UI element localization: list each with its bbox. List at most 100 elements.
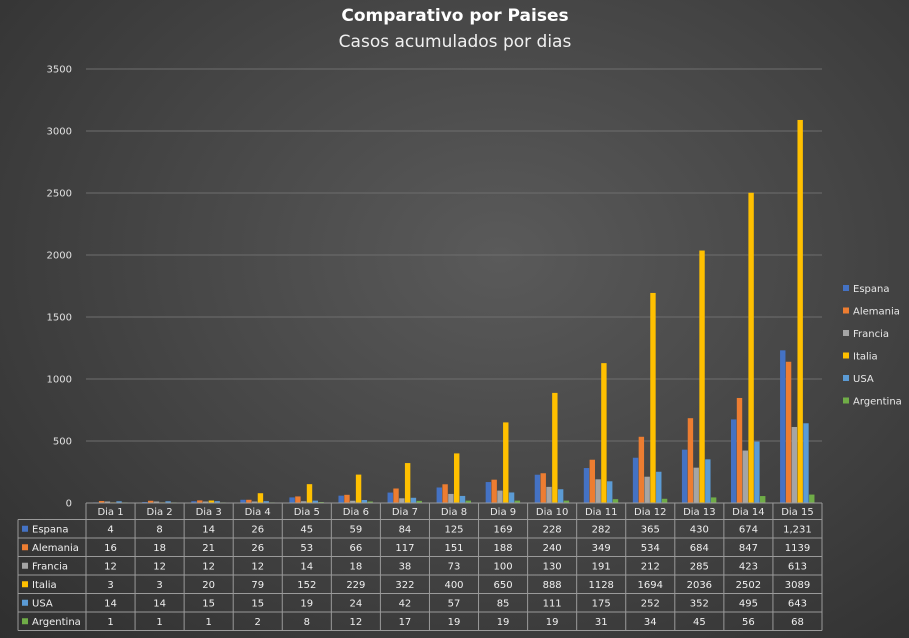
bar bbox=[731, 419, 737, 503]
table-cell: 125 bbox=[444, 524, 463, 535]
bar bbox=[563, 500, 570, 503]
table-cell: 12 bbox=[349, 617, 362, 628]
bar bbox=[612, 499, 619, 503]
table-cell: 847 bbox=[739, 543, 758, 554]
category-label: Dia 3 bbox=[196, 507, 222, 518]
table-cell: 68 bbox=[791, 617, 804, 628]
table-row-label: Argentina bbox=[32, 617, 81, 628]
bar bbox=[387, 492, 393, 503]
bar bbox=[632, 457, 639, 503]
y-tick-label: 3500 bbox=[47, 65, 72, 76]
table-cell: 430 bbox=[690, 524, 709, 535]
table-cell: 613 bbox=[788, 561, 807, 572]
table-cell: 2036 bbox=[687, 580, 712, 591]
bar bbox=[289, 497, 295, 503]
table-series-key bbox=[22, 581, 28, 588]
bar bbox=[503, 422, 509, 503]
bar bbox=[595, 479, 601, 503]
table-row-label: Espana bbox=[32, 524, 68, 535]
bar bbox=[780, 350, 786, 503]
bar bbox=[295, 496, 301, 503]
table-cell: 26 bbox=[251, 524, 264, 535]
bars bbox=[93, 119, 815, 504]
bar bbox=[251, 501, 258, 503]
table-cell: 79 bbox=[251, 580, 264, 591]
bar bbox=[104, 501, 111, 503]
table-cell: 19 bbox=[546, 617, 559, 628]
table-cell: 1694 bbox=[638, 580, 663, 591]
table-cell: 14 bbox=[300, 561, 313, 572]
bar bbox=[797, 119, 803, 504]
table-cell: 18 bbox=[349, 561, 362, 572]
table-cell: 15 bbox=[202, 598, 215, 609]
bar bbox=[214, 501, 220, 503]
table-cell: 8 bbox=[156, 524, 162, 535]
table-cell: 18 bbox=[153, 543, 166, 554]
gridlines bbox=[86, 68, 822, 442]
legend-entry: Argentina bbox=[853, 397, 902, 408]
bar bbox=[661, 498, 668, 503]
table-row-label: Francia bbox=[32, 561, 68, 572]
bar bbox=[459, 495, 466, 503]
legend-entry: USA bbox=[853, 374, 874, 385]
bar bbox=[240, 499, 246, 503]
table-cell: 73 bbox=[448, 561, 461, 572]
table-row-label: USA bbox=[32, 598, 53, 609]
table-cell: 3 bbox=[156, 580, 162, 591]
table-cell: 42 bbox=[399, 598, 412, 609]
bar bbox=[98, 501, 105, 503]
table-cell: 19 bbox=[497, 617, 510, 628]
table-cell: 191 bbox=[592, 561, 611, 572]
bar bbox=[263, 501, 269, 503]
table-cell: 674 bbox=[739, 524, 758, 535]
table-series-key bbox=[22, 618, 28, 625]
category-label: Dia 2 bbox=[147, 507, 173, 518]
bar bbox=[202, 501, 209, 503]
table-cell: 12 bbox=[251, 561, 264, 572]
table-cell: 3 bbox=[107, 580, 113, 591]
bar bbox=[508, 492, 515, 503]
category-label: Dia 12 bbox=[634, 507, 667, 518]
bar bbox=[165, 501, 171, 503]
table-cell: 34 bbox=[644, 617, 657, 628]
table-cell: 3089 bbox=[785, 580, 810, 591]
category-label: Dia 4 bbox=[245, 507, 271, 518]
table-cell: 365 bbox=[641, 524, 660, 535]
table-cell: 59 bbox=[349, 524, 362, 535]
category-label: Dia 5 bbox=[294, 507, 320, 518]
bar bbox=[367, 501, 373, 503]
table-cell: 152 bbox=[297, 580, 316, 591]
table-row-label: Alemania bbox=[32, 543, 79, 554]
table-cell: 322 bbox=[395, 580, 414, 591]
bar bbox=[534, 474, 541, 503]
legend-swatch bbox=[843, 330, 849, 336]
bar bbox=[514, 500, 521, 503]
table-cell: 282 bbox=[592, 524, 611, 535]
bar bbox=[552, 392, 558, 503]
table-series-key bbox=[22, 544, 28, 551]
table-cell: 26 bbox=[251, 543, 264, 554]
bar bbox=[148, 500, 154, 503]
table-cell: 400 bbox=[444, 580, 463, 591]
table-cell: 20 bbox=[202, 580, 215, 591]
table-cell: 175 bbox=[592, 598, 611, 609]
table-cell: 14 bbox=[153, 598, 166, 609]
bar bbox=[344, 494, 350, 503]
table-cell: 24 bbox=[349, 598, 362, 609]
bar bbox=[257, 493, 264, 503]
bar bbox=[760, 496, 766, 503]
bar bbox=[791, 426, 798, 503]
table-cell: 45 bbox=[693, 617, 706, 628]
table-cell: 15 bbox=[251, 598, 264, 609]
data-table: Dia 1 Dia 2 Dia 3 Dia 4 Dia 5 Dia 6 Dia 7 Dia 8… bbox=[17, 502, 823, 631]
table-cell: 2 bbox=[255, 617, 261, 628]
table-cell: 45 bbox=[300, 524, 313, 535]
table-series-key bbox=[22, 562, 28, 569]
table-cell: 151 bbox=[444, 543, 463, 554]
table-cell: 495 bbox=[739, 598, 758, 609]
bar bbox=[699, 250, 705, 503]
y-tick-label: 3000 bbox=[47, 127, 72, 138]
category-label: Dia 8 bbox=[441, 507, 467, 518]
table-cell: 423 bbox=[739, 561, 758, 572]
